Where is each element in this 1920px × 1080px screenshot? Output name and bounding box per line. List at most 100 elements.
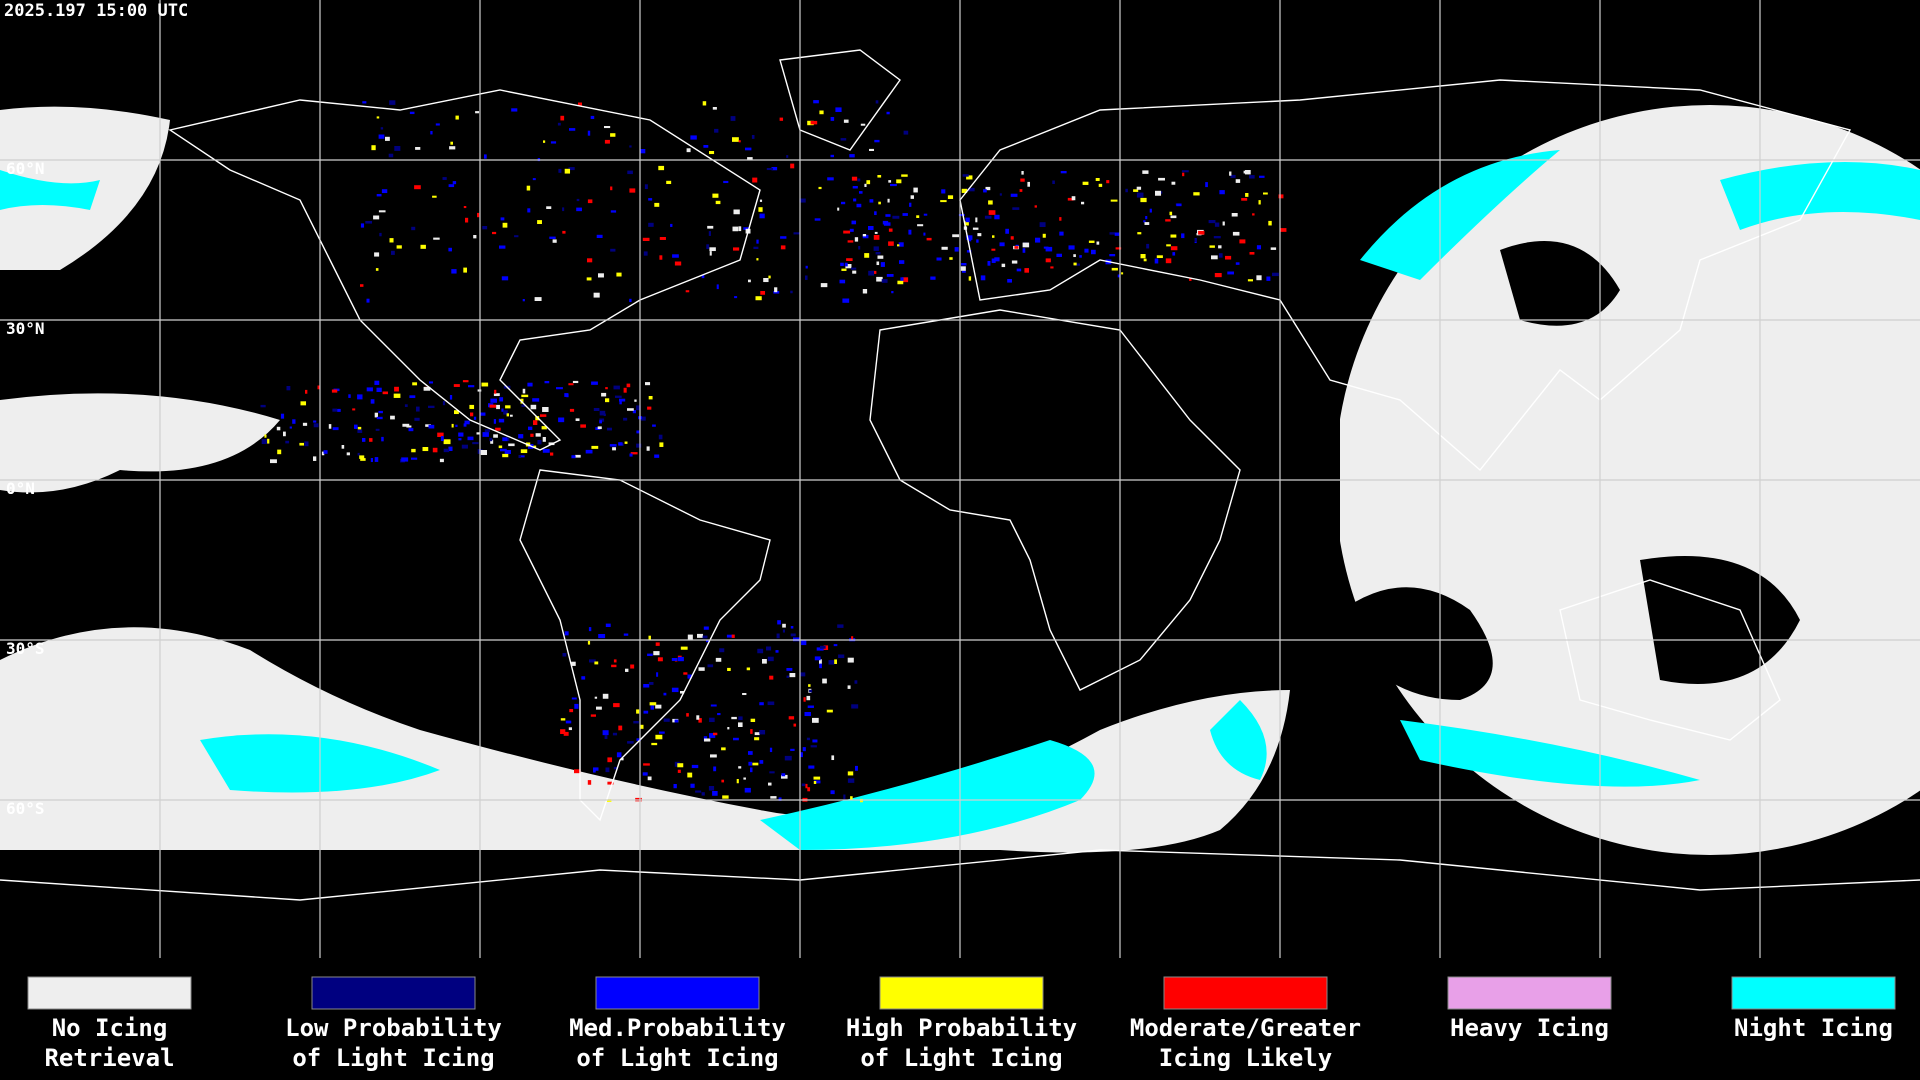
icing-pixel — [1117, 274, 1121, 278]
icing-pixel — [703, 626, 709, 630]
icing-pixel — [862, 234, 869, 239]
icing-pixel — [1198, 230, 1205, 235]
icing-pixel — [851, 636, 854, 640]
icing-pixel — [458, 438, 462, 441]
night-band — [760, 740, 1095, 850]
icing-pixel — [1205, 182, 1208, 188]
icing-pixel — [846, 258, 853, 261]
icing-pixel — [602, 693, 609, 699]
icing-pixel — [557, 122, 561, 126]
icing-pixel — [636, 405, 641, 411]
icing-pixel — [493, 419, 497, 424]
icing-pixel — [776, 633, 780, 639]
icing-pixel — [790, 748, 795, 751]
icing-pixel — [648, 635, 651, 640]
icing-pixel — [897, 244, 900, 247]
icing-pixel — [1022, 242, 1030, 248]
icing-pixel — [1166, 244, 1171, 247]
icing-pixel — [1252, 213, 1255, 216]
legend-label: Night Icing — [1734, 1014, 1893, 1042]
icing-pixel — [1042, 233, 1046, 238]
icing-pixel — [597, 426, 602, 430]
icing-pixel — [984, 215, 992, 219]
icing-pixel — [401, 457, 409, 462]
icing-pixel — [1165, 258, 1172, 264]
icing-pixel — [670, 223, 673, 227]
icing-pixel — [544, 381, 550, 384]
icing-pixel — [423, 386, 431, 391]
icing-pixel — [261, 439, 267, 445]
icing-pixel — [849, 228, 854, 232]
icing-pixel — [561, 793, 568, 799]
icing-pixel — [754, 732, 760, 736]
icing-pixel — [663, 718, 670, 722]
icing-pixel — [375, 268, 379, 271]
icing-pixel — [571, 455, 576, 459]
icing-pixel — [440, 436, 444, 442]
icing-pixel — [1027, 181, 1031, 187]
icing-pixel — [594, 696, 598, 699]
icing-pixel — [521, 394, 529, 398]
icing-pixel — [499, 245, 506, 249]
icing-pixel — [1125, 188, 1128, 193]
icing-pixel — [743, 227, 750, 230]
icing-pixel — [819, 663, 822, 669]
icing-pixel — [639, 149, 646, 154]
icing-pixel — [807, 705, 814, 708]
icing-pixel — [954, 247, 959, 252]
icing-pixel — [365, 221, 373, 224]
icing-pixel — [677, 763, 684, 768]
icing-pixel — [1170, 215, 1177, 219]
icing-pixel — [605, 398, 610, 403]
icing-pixel — [837, 624, 844, 628]
icing-pixel — [619, 398, 626, 402]
icing-pixel — [1156, 255, 1163, 259]
icing-pixel — [357, 452, 360, 456]
icing-pixel — [499, 397, 504, 402]
icing-pixel — [1145, 216, 1148, 220]
icing-pixel — [980, 275, 986, 281]
icing-pixel — [482, 226, 488, 230]
icing-pixel — [323, 450, 328, 454]
icing-pixel — [812, 717, 819, 723]
icing-pixel — [581, 676, 586, 680]
icing-pixel — [593, 408, 600, 411]
icing-pixel — [425, 424, 431, 427]
icing-pixel — [502, 453, 509, 458]
icing-pixel — [1005, 228, 1009, 234]
icing-pixel — [840, 138, 847, 141]
icing-pixel — [385, 136, 390, 141]
icing-pixel — [1258, 200, 1261, 205]
icing-pixel — [784, 755, 792, 761]
icing-pixel — [1073, 262, 1077, 266]
icing-pixel — [378, 134, 385, 139]
icing-pixel — [610, 133, 616, 137]
icing-pixel — [864, 183, 867, 187]
icing-pixel — [654, 202, 660, 207]
icing-pixel — [1181, 170, 1189, 173]
icing-pixel — [830, 154, 835, 158]
icing-pixel — [362, 438, 366, 442]
icing-pixel — [357, 394, 363, 400]
icing-pixel — [1211, 255, 1218, 260]
latitude-label: 30°N — [6, 319, 45, 338]
legend-label: of Light Icing — [576, 1044, 778, 1072]
coastlines — [0, 49, 1920, 901]
icing-pixel — [854, 237, 859, 242]
icing-pixel — [1039, 222, 1046, 228]
icing-pixel — [738, 766, 742, 769]
icing-pixel — [648, 222, 654, 227]
icing-pixel — [1052, 180, 1055, 184]
icing-pixel — [654, 454, 660, 458]
icing-pixel — [876, 261, 880, 266]
icing-pixel — [659, 255, 663, 260]
icing-pixel — [280, 413, 285, 419]
icing-pixel — [673, 784, 677, 789]
icing-pixel — [1084, 248, 1089, 253]
icing-pixel — [809, 689, 813, 693]
icing-pixel — [888, 228, 893, 232]
icing-pixel — [618, 442, 623, 446]
icing-pixel — [864, 253, 870, 258]
legend-label: Retrieval — [44, 1044, 174, 1072]
icing-pixel — [590, 115, 595, 120]
